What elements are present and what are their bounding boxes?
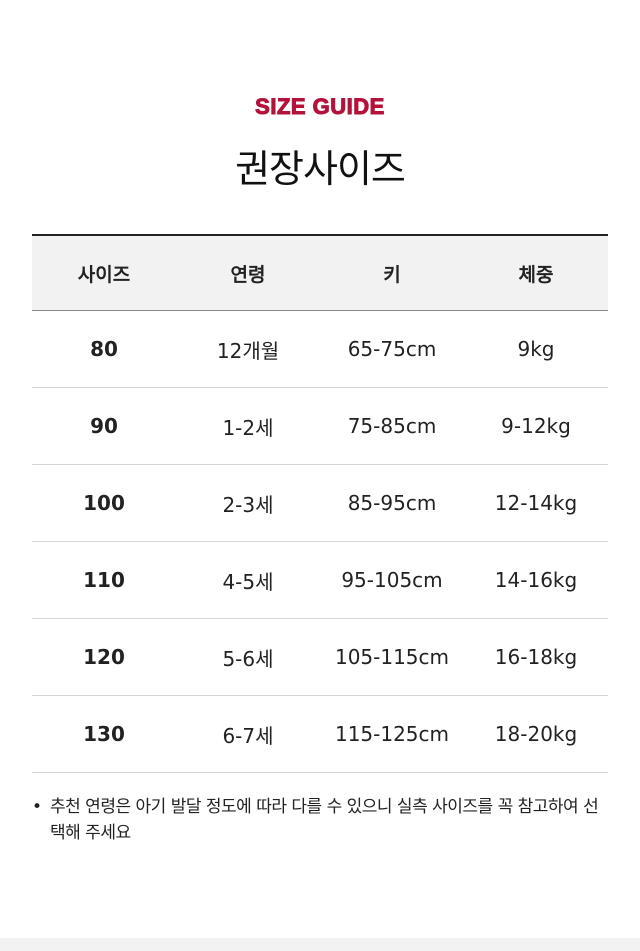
- cell-weight: 9-12kg: [501, 414, 571, 438]
- column-header-height: 키: [383, 263, 401, 286]
- column-header-weight: 체중: [518, 263, 554, 286]
- size-note: • 추천 연령은 아기 발달 정도에 따라 다를 수 있으니 실측 사이즈를 꼭…: [32, 794, 602, 846]
- cell-age: 4-5세: [222, 569, 274, 594]
- column-header-age: 연령: [230, 263, 266, 286]
- cell-height: 95-105cm: [341, 568, 443, 592]
- footer-divider: [0, 938, 640, 951]
- cell-weight: 18-20kg: [494, 722, 578, 746]
- cell-size: 130: [83, 722, 125, 746]
- cell-age: 12개월: [216, 338, 280, 363]
- cell-age: 2-3세: [222, 492, 274, 517]
- cell-age: 6-7세: [222, 723, 274, 748]
- cell-height: 65-75cm: [347, 337, 437, 361]
- table-row: 130 6-7세 115-125cm 18-20kg: [32, 696, 608, 773]
- cell-size: 120: [83, 645, 125, 669]
- table-row: 80 12개월 65-75cm 9kg: [32, 311, 608, 388]
- table-row: 100 2-3세 85-95cm 12-14kg: [32, 465, 608, 542]
- size-table: 사이즈 연령 키 체중 80 12개월 65-75cm 9kg 90 1-2세 75-85c…: [32, 234, 608, 773]
- table-row: 110 4-5세 95-105cm 14-16kg: [32, 542, 608, 619]
- cell-size: 110: [83, 568, 125, 592]
- page-title: 권장사이즈: [235, 147, 406, 191]
- cell-age: 5-6세: [222, 646, 274, 671]
- cell-height: 115-125cm: [334, 722, 450, 746]
- table-row: 120 5-6세 105-115cm 16-18kg: [32, 619, 608, 696]
- cell-weight: 12-14kg: [494, 491, 578, 515]
- cell-height: 105-115cm: [334, 645, 450, 669]
- cell-height: 85-95cm: [347, 491, 437, 515]
- cell-size: 90: [90, 414, 118, 438]
- column-header-size: 사이즈: [77, 263, 131, 286]
- table-row: 90 1-2세 75-85cm 9-12kg: [32, 388, 608, 465]
- bullet-icon: •: [32, 797, 42, 817]
- cell-weight: 14-16kg: [494, 568, 578, 592]
- cell-weight: 9kg: [517, 337, 555, 361]
- note-text: 추천 연령은 아기 발달 정도에 따라 다를 수 있으니 실측 사이즈를 꼭 참…: [50, 797, 599, 843]
- cell-age: 1-2세: [222, 415, 274, 440]
- size-guide-eyebrow: SIZE GUIDE: [255, 94, 385, 120]
- cell-size: 80: [90, 337, 118, 361]
- table-header-row: 사이즈 연령 키 체중: [32, 236, 608, 311]
- cell-size: 100: [83, 491, 125, 515]
- cell-weight: 16-18kg: [494, 645, 578, 669]
- cell-height: 75-85cm: [347, 414, 437, 438]
